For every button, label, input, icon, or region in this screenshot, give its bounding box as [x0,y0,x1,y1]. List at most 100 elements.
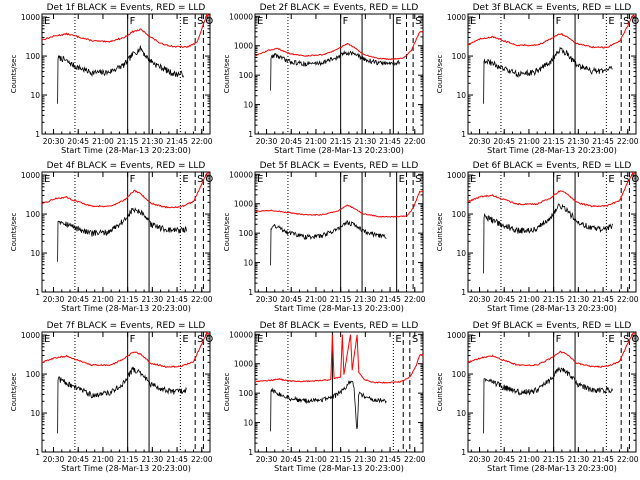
y-tick-label: 100 [239,229,254,238]
x-tick-label: 21:00 [92,455,114,464]
x-tick-label: 21:30 [142,455,164,464]
y-tick-label: 1000 [447,13,466,22]
event-marker: S [623,334,629,345]
x-tick-label: 22:00 [617,455,639,464]
panel-title: Det 9f BLACK = Events, RED = LLD [473,321,632,331]
y-tick-label: 100 [452,52,467,61]
event-marker: E [608,16,614,27]
plot-frame [41,13,211,135]
events-series-line [270,380,387,432]
x-tick-label: 21:15 [117,455,139,464]
y-tick-label: 1 [461,448,466,457]
y-tick-label: 100 [452,210,467,219]
panel-title: Det 8f BLACK = Events, RED = LLD [260,321,419,331]
x-axis-label: Start Time (28-Mar-13 20:23:00) [274,304,404,313]
x-tick-label: 21:00 [305,455,327,464]
panel-title: Det 3f BLACK = Events, RED = LLD [473,3,632,13]
event-marker: O [205,174,213,185]
x-tick-label: 21:30 [142,137,164,146]
y-tick-label: 10 [30,249,40,258]
x-tick-label: 20:45 [67,295,89,304]
y-tick-label: 10 [30,91,40,100]
event-marker: E [257,16,263,27]
x-tick-label: 20:30 [469,455,491,464]
event-marker: F [556,16,562,27]
event-marker: E [470,16,476,27]
lld-series-line [254,334,424,384]
event-marker: E [182,16,188,27]
x-tick-label: 22:00 [191,455,213,464]
x-tick-label: 20:45 [67,455,89,464]
x-tick-label: 20:45 [493,137,515,146]
event-marker: F [556,174,562,185]
x-axis-label: Start Time (28-Mar-13 20:23:00) [487,464,617,473]
x-tick-label: 20:30 [43,295,65,304]
x-tick-label: 21:15 [330,455,352,464]
y-tick-label: 10 [243,419,253,428]
event-marker: E [257,174,263,185]
x-axis-label: Start Time (28-Mar-13 20:23:00) [487,304,617,313]
x-tick-label: 21:15 [543,137,565,146]
y-tick-label: 1000 [447,331,466,340]
x-tick-label: 21:45 [379,137,401,146]
event-marker: S [412,334,418,345]
event-marker: E [257,334,263,345]
x-tick-label: 21:00 [305,137,327,146]
x-tick-label: 21:45 [166,295,188,304]
y-tick-label: 10 [456,409,466,418]
y-axis-label: Counts/sec [223,213,231,252]
x-axis-label: Start Time (28-Mar-13 20:23:00) [274,146,404,155]
x-tick-label: 21:30 [568,295,590,304]
x-tick-label: 20:30 [43,137,65,146]
x-tick-label: 21:45 [379,455,401,464]
event-marker: E [44,174,50,185]
event-marker: F [556,334,562,345]
y-tick-label: 1000 [21,13,40,22]
event-marker: E [182,174,188,185]
lld-series-line [467,172,637,208]
y-axis-label: Counts/sec [436,213,444,252]
panel-title: Det 2f BLACK = Events, RED = LLD [260,3,419,13]
event-marker: O [631,16,639,27]
panel-8: Det 8f BLACK = Events, RED = LLD 1 10 100 10… [223,321,426,473]
x-tick-label: 20:45 [493,295,515,304]
x-tick-label: 22:00 [617,295,639,304]
x-tick-label: 21:15 [117,137,139,146]
y-tick-label: 1000 [234,360,253,369]
event-marker: F [130,334,136,345]
y-tick-label: 10000 [229,330,253,339]
event-marker: O [631,174,639,185]
panel-title: Det 5f BLACK = Events, RED = LLD [260,161,419,171]
plot-frame [254,331,424,453]
y-tick-label: 100 [26,52,41,61]
x-tick-label: 21:00 [305,295,327,304]
y-tick-label: 1 [35,130,40,139]
x-tick-label: 21:30 [568,137,590,146]
plot-frame [254,171,424,293]
x-tick-label: 22:00 [404,455,426,464]
x-tick-label: 21:15 [543,295,565,304]
events-series-line [57,45,184,104]
panel-5: Det 5f BLACK = Events, RED = LLD 1 10 100 10… [223,161,426,313]
event-marker: E [44,334,50,345]
event-marker: E [608,174,614,185]
y-tick-label: 1 [248,448,253,457]
x-axis-label: Start Time (28-Mar-13 20:23:00) [61,464,191,473]
x-tick-label: 22:00 [191,295,213,304]
x-tick-label: 21:45 [166,137,188,146]
x-tick-label: 20:45 [280,137,302,146]
lld-series-line [41,14,211,49]
event-marker: F [343,16,349,27]
y-tick-label: 10 [243,101,253,110]
y-axis-label: Counts/sec [10,55,18,94]
x-tick-label: 20:45 [67,137,89,146]
x-tick-label: 20:45 [493,455,515,464]
x-axis-label: Start Time (28-Mar-13 20:23:00) [61,304,191,313]
panel-6: Det 6f BLACK = Events, RED = LLD 1 10 100 10… [436,161,639,313]
y-tick-label: 100 [239,389,254,398]
panel-3: Det 3f BLACK = Events, RED = LLD 1 10 100 10… [436,3,639,155]
panel-title: Det 4f BLACK = Events, RED = LLD [47,161,206,171]
x-tick-label: 21:45 [592,455,614,464]
panel-title: Det 7f BLACK = Events, RED = LLD [47,321,206,331]
event-marker: S [415,16,421,27]
